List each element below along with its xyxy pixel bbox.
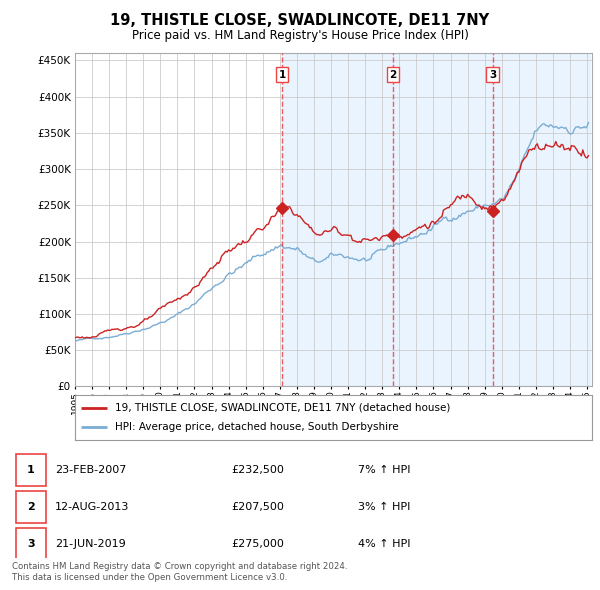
- Bar: [493, 53, 590, 386]
- Text: 3% ↑ HPI: 3% ↑ HPI: [358, 502, 410, 512]
- Text: 1: 1: [27, 465, 35, 475]
- Text: 4% ↑ HPI: 4% ↑ HPI: [358, 539, 410, 549]
- Text: HPI: Average price, detached house, South Derbyshire: HPI: Average price, detached house, Sout…: [115, 422, 398, 432]
- Text: 19, THISTLE CLOSE, SWADLINCOTE, DE11 7NY: 19, THISTLE CLOSE, SWADLINCOTE, DE11 7NY: [110, 13, 490, 28]
- Text: £232,500: £232,500: [231, 465, 284, 475]
- Text: 19, THISTLE CLOSE, SWADLINCOTE, DE11 7NY (detached house): 19, THISTLE CLOSE, SWADLINCOTE, DE11 7NY…: [115, 403, 450, 412]
- Text: 23-FEB-2007: 23-FEB-2007: [55, 465, 127, 475]
- FancyBboxPatch shape: [16, 491, 46, 523]
- Text: 1: 1: [278, 70, 286, 80]
- Text: £207,500: £207,500: [231, 502, 284, 512]
- FancyBboxPatch shape: [16, 528, 46, 560]
- Text: 2: 2: [27, 502, 35, 512]
- Text: 7% ↑ HPI: 7% ↑ HPI: [358, 465, 410, 475]
- Text: Price paid vs. HM Land Registry's House Price Index (HPI): Price paid vs. HM Land Registry's House …: [131, 29, 469, 42]
- Bar: [393, 53, 493, 386]
- FancyBboxPatch shape: [16, 454, 46, 486]
- Text: £275,000: £275,000: [231, 539, 284, 549]
- Text: 21-JUN-2019: 21-JUN-2019: [55, 539, 126, 549]
- Bar: [282, 53, 393, 386]
- Text: Contains HM Land Registry data © Crown copyright and database right 2024.
This d: Contains HM Land Registry data © Crown c…: [12, 562, 347, 582]
- Text: 3: 3: [489, 70, 496, 80]
- Text: 3: 3: [27, 539, 35, 549]
- Text: 2: 2: [389, 70, 397, 80]
- Text: 12-AUG-2013: 12-AUG-2013: [55, 502, 130, 512]
